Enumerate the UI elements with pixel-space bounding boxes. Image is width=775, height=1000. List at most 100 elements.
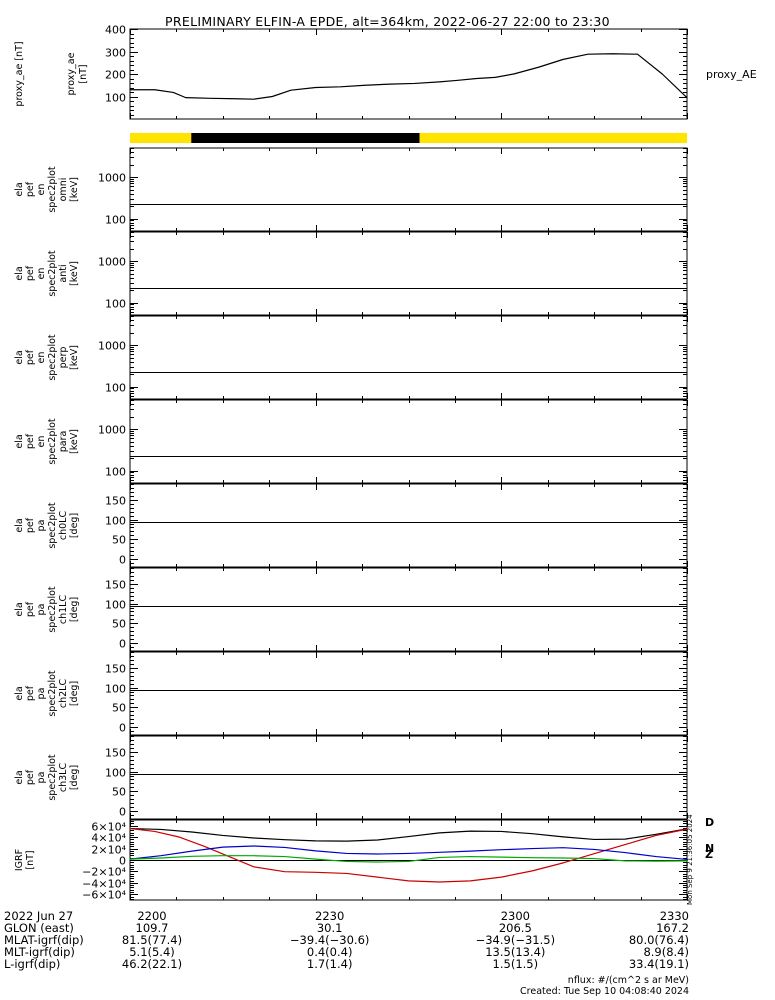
table-cell: 167.2 [656, 921, 689, 935]
panel-pa-ch2lc: 0 50 100 150 ela pef pa spec2plot ch2LC [deg] [14, 651, 688, 736]
series-proxy_AE [129, 53, 688, 100]
y-tick-label: 6×10⁴ [91, 821, 126, 834]
panel-frame [129, 28, 688, 120]
y-axis-label-line: [deg] [69, 681, 80, 706]
panel-frame [129, 651, 688, 736]
y-tick-label: 0 [119, 806, 126, 819]
table-cell: 1.7(1.4) [307, 957, 353, 971]
y-axis-label-line: pa [36, 688, 47, 700]
y-axis-label-line: ela [14, 182, 25, 196]
y-axis-label-line: ela [14, 266, 25, 280]
y-axis-label-line: ch0LC [58, 511, 69, 541]
y-axis-label-line: ch2LC [58, 679, 69, 709]
y-axis-label-line: [nT] [25, 850, 36, 869]
panel-frame [129, 399, 688, 484]
y-axis-label-line: IGRF [14, 849, 25, 871]
table-cell: 5.1(5.4) [129, 945, 175, 959]
table-cell: 0.4(0.4) [307, 945, 353, 959]
y-tick-label: 1000 [98, 424, 126, 437]
y-axis-label-line: pef [25, 181, 36, 197]
y-axis-label-line: [deg] [69, 765, 80, 790]
y-tick-label: 100 [105, 214, 126, 227]
series-black [129, 827, 688, 842]
table-cell: 206.5 [499, 921, 532, 935]
y-axis-label-line: perp [58, 347, 69, 369]
panel-pa-ch0lc: 0 50 100 150 ela pef pa spec2plot ch0LC [deg] [14, 483, 688, 568]
y-axis-label-line: pef [25, 685, 36, 701]
y-axis-label-line: pef [25, 517, 36, 533]
proxy-ae-labels: proxy_ae [nT] proxy_AE [66, 52, 757, 95]
y-tick-label: 2×10⁴ [91, 844, 126, 857]
y-tick-label: 100 [105, 92, 126, 105]
y-tick-label: 50 [112, 786, 126, 799]
y-tick-label: 150 [105, 663, 126, 676]
panel-pa-ch1lc: 0 50 100 150 ela pef pa spec2plot ch1LC [deg] [14, 567, 688, 652]
table-row-label: GLON (east) [4, 921, 74, 935]
y-axis-label-line: [keV] [69, 261, 80, 286]
panel-pa-ch3lc: 0 50 100 150 ela pef pa spec2plot ch3LC [deg] [14, 735, 688, 820]
y-axis-label-line: pa [36, 604, 47, 616]
y-tick-label: 200 [105, 69, 126, 82]
y-axis-label-line: pef [25, 601, 36, 617]
y-tick-label: 50 [112, 618, 126, 631]
y-tick-label: 100 [105, 599, 126, 612]
panel-en-perp: 100 1000 ela pef en spec2plot perp [keV] [14, 315, 688, 400]
table-cell: 30.1 [317, 921, 343, 935]
y-tick-label: −2×10⁴ [82, 866, 126, 879]
y-axis-label-line: spec2plot [47, 754, 58, 801]
y-axis-label-line: pef [25, 265, 36, 281]
y-axis-label-line: [nT] [78, 64, 89, 83]
y-tick-label: 100 [105, 683, 126, 696]
y-tick-label: 100 [105, 767, 126, 780]
table-cell: 80.0(76.4) [629, 933, 689, 947]
y-axis-label-line: ela [14, 434, 25, 448]
table-cell: −34.9(−31.5) [476, 933, 555, 947]
y-axis-label-line: [keV] [69, 345, 80, 370]
y-tick-label: 0 [119, 638, 126, 651]
y-tick-label: 100 [105, 298, 126, 311]
y-axis-label-line: en [36, 268, 47, 280]
y-axis-label-line: spec2plot [47, 418, 58, 465]
legend-item-Z: Z [705, 848, 713, 861]
y-axis-label-line: para [58, 431, 69, 453]
table-cell: 2300 [501, 909, 530, 923]
y-axis-label-line: en [36, 184, 47, 196]
legend-item-N: N [705, 842, 714, 855]
table-row-label: L-igrf(dip) [4, 957, 60, 971]
legend-item-D: D [705, 816, 714, 829]
y-tick-label: −6×10⁴ [82, 889, 126, 902]
table-cell: 8.9(8.4) [643, 945, 689, 959]
series-N [129, 845, 688, 861]
y-axis-label-line: [deg] [69, 597, 80, 622]
proxy-ae-right-label: proxy_AE [706, 68, 757, 81]
y-tick-label: 0 [119, 722, 126, 735]
panel-frame [129, 735, 688, 820]
table-cell: 81.5(77.4) [122, 933, 182, 947]
y-tick-label: 4×10⁴ [91, 832, 126, 845]
y-axis-label-line: pef [25, 349, 36, 365]
y-axis-label-line: anti [58, 264, 69, 282]
y-tick-label: 1000 [98, 172, 126, 185]
footer: nflux: #/(cm^2 s ar MeV)Created: Tue Sep… [520, 975, 689, 997]
y-axis-label-line: [keV] [69, 177, 80, 202]
panel-frame [129, 567, 688, 652]
y-axis-label-line: pa [36, 520, 47, 532]
table-cell: 13.5(13.4) [485, 945, 545, 959]
table-cell: 46.2(22.1) [122, 957, 182, 971]
y-axis-label-line: proxy_ae [nT] [14, 41, 25, 106]
y-axis-label-line: ch1LC [58, 595, 69, 625]
y-tick-label: 50 [112, 702, 126, 715]
table-row-label: 2022 Jun 27 [4, 909, 73, 923]
y-tick-label: 100 [105, 382, 126, 395]
y-axis-label-line: spec2plot [47, 586, 58, 633]
panel-en-anti: 100 1000 ela pef en spec2plot anti [keV] [14, 231, 688, 316]
y-tick-label: 400 [105, 24, 126, 37]
panel-frame [129, 231, 688, 316]
status-bar-panel [130, 133, 687, 143]
y-tick-label: 1000 [98, 256, 126, 269]
status-bar-segment-2 [419, 133, 687, 143]
y-tick-label: 150 [105, 579, 126, 592]
